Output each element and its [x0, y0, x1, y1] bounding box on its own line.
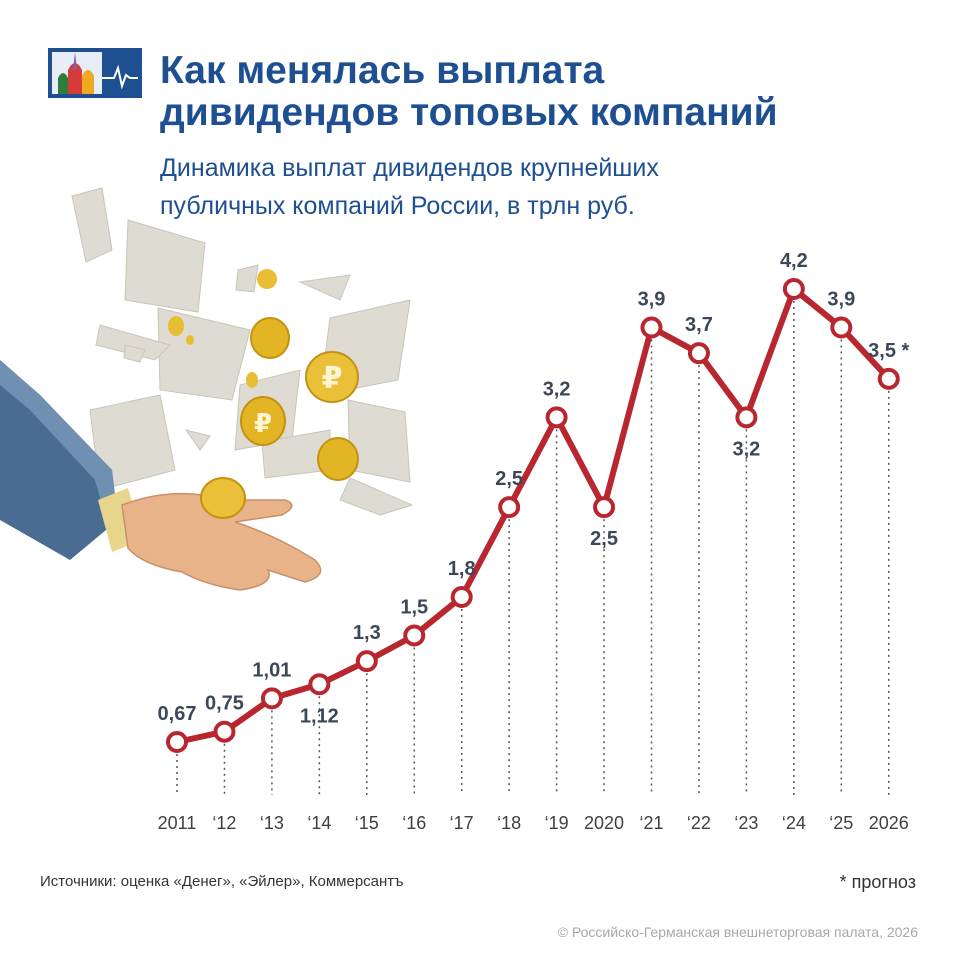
data-label: 3,5 *: [868, 340, 909, 362]
data-point: [640, 316, 663, 339]
hand-with-money-illustration: ₽ ₽: [0, 187, 414, 591]
x-tick-label: ‘16: [402, 813, 426, 833]
x-tick-label: ‘21: [639, 813, 663, 833]
data-label: 2,5: [495, 468, 523, 490]
data-label: 3,9: [827, 288, 855, 310]
data-point: [593, 496, 616, 519]
page-title: Как менялась выплата дивидендов топовых …: [160, 49, 778, 134]
series-line: [174, 286, 892, 745]
x-tick-label: ‘23: [734, 813, 758, 833]
x-tick-label: ‘17: [450, 813, 474, 833]
forecast-footnote: * прогноз: [839, 872, 916, 892]
data-label: 4,2: [780, 250, 808, 272]
data-point: [260, 687, 283, 710]
data-label: 3,9: [638, 288, 666, 310]
banknotes-decoration: [71, 187, 414, 516]
data-point: [687, 342, 710, 365]
data-point: [735, 406, 758, 429]
arm-and-hand: [0, 360, 322, 591]
data-label: 2,5: [590, 528, 618, 550]
x-tick-label: ‘18: [497, 813, 521, 833]
data-label: 1,8: [448, 558, 476, 580]
data-label: 1,12: [300, 705, 339, 727]
data-point: [877, 367, 900, 390]
svg-text:₽: ₽: [322, 361, 343, 396]
x-tick-label: ‘24: [782, 813, 806, 833]
svg-text:₽: ₽: [254, 409, 272, 439]
x-tick-label: ‘22: [687, 813, 711, 833]
x-tick-label: ‘19: [545, 813, 569, 833]
source-note: Источники: оценка «Денег», «Эйлер», Комм…: [40, 873, 404, 890]
x-tick-label: ‘13: [260, 813, 284, 833]
copyright: © Российско-Германская внешнеторговая па…: [557, 924, 918, 940]
x-tick-label: 2026: [869, 813, 909, 833]
data-point: [213, 720, 236, 743]
subtitle: Динамика выплат дивидендов крупнейших пу…: [160, 154, 659, 220]
data-point: [498, 496, 521, 519]
data-point: [308, 673, 331, 696]
ruble-coins-decoration: ₽ ₽: [168, 269, 359, 519]
x-tick-label: ‘14: [307, 813, 331, 833]
x-tick-label: ‘12: [212, 813, 236, 833]
logo: [48, 48, 142, 98]
data-label: 0,75: [205, 693, 244, 715]
data-point: [403, 624, 426, 647]
x-tick-label: ‘15: [355, 813, 379, 833]
x-tick-label: 2020: [584, 813, 624, 833]
data-label: 0,67: [158, 703, 197, 725]
data-label: 3,2: [732, 438, 760, 460]
data-point: [166, 731, 188, 753]
x-tick-label: 2011: [158, 813, 197, 833]
data-label: 3,2: [543, 378, 571, 400]
data-point: [355, 650, 378, 673]
x-tick-label: ‘25: [829, 813, 853, 833]
data-label: 3,7: [685, 314, 713, 336]
data-label: 1,3: [353, 622, 381, 644]
data-label: 1,01: [252, 659, 291, 681]
data-label: 1,5: [400, 596, 428, 618]
data-point: [545, 406, 568, 429]
data-point: [450, 585, 473, 608]
data-point: [830, 316, 853, 339]
data-point: [782, 278, 805, 300]
